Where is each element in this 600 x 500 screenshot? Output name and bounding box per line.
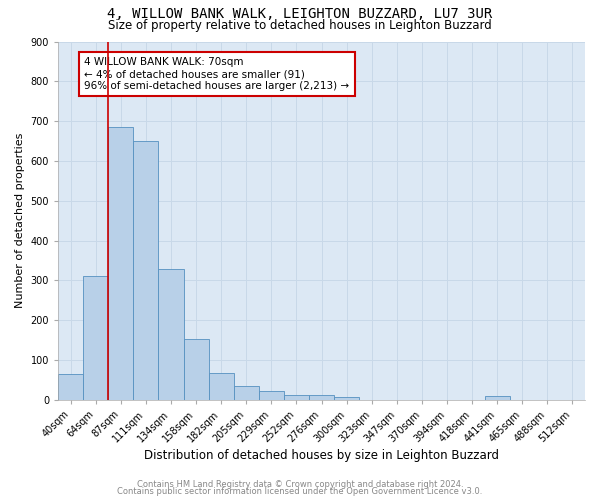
Bar [58, 374, 83, 400]
Bar [284, 395, 309, 400]
Bar [334, 397, 359, 400]
Bar [108, 127, 133, 400]
Bar [133, 141, 158, 400]
Bar [485, 396, 510, 400]
Bar [259, 391, 284, 400]
Text: Contains HM Land Registry data © Crown copyright and database right 2024.: Contains HM Land Registry data © Crown c… [137, 480, 463, 489]
Bar [234, 386, 259, 400]
Bar [309, 395, 334, 400]
Bar [184, 340, 209, 400]
Bar [83, 276, 108, 400]
Text: 4 WILLOW BANK WALK: 70sqm
← 4% of detached houses are smaller (91)
96% of semi-d: 4 WILLOW BANK WALK: 70sqm ← 4% of detach… [85, 58, 350, 90]
Text: 4, WILLOW BANK WALK, LEIGHTON BUZZARD, LU7 3UR: 4, WILLOW BANK WALK, LEIGHTON BUZZARD, L… [107, 8, 493, 22]
Bar [158, 270, 184, 400]
Text: Size of property relative to detached houses in Leighton Buzzard: Size of property relative to detached ho… [108, 18, 492, 32]
Text: Contains public sector information licensed under the Open Government Licence v3: Contains public sector information licen… [118, 487, 482, 496]
Y-axis label: Number of detached properties: Number of detached properties [15, 133, 25, 308]
Bar [209, 373, 234, 400]
X-axis label: Distribution of detached houses by size in Leighton Buzzard: Distribution of detached houses by size … [144, 450, 499, 462]
